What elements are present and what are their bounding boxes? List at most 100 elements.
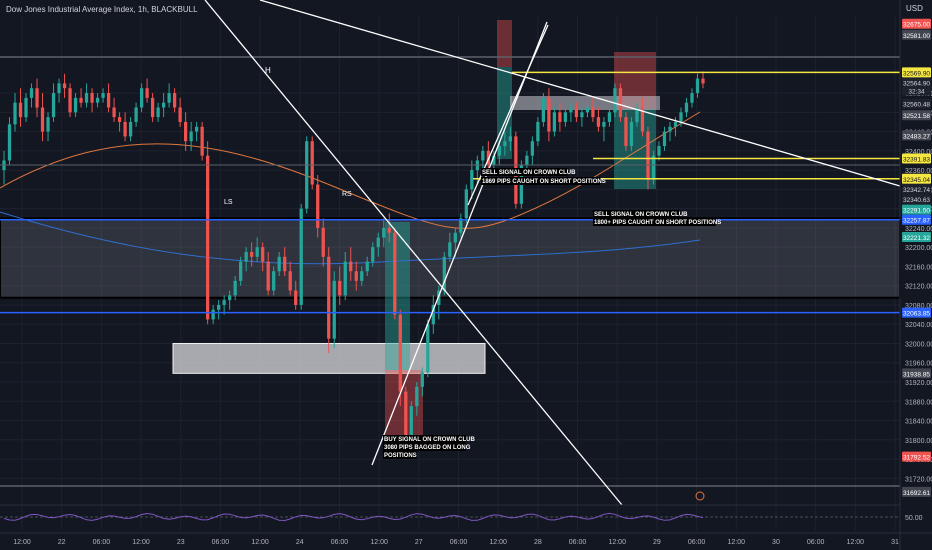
price-label-box [902,98,931,109]
y-tick-label: 32160.00 [905,264,932,271]
time-axis[interactable]: 12:00 22 06:00 12:00 23 06:00 12:00 24 06:00 12:0… [0,532,932,546]
candle-body [393,232,397,315]
x-tick-label: 06:00 [688,539,706,546]
candle-body [316,184,320,228]
candle-body [360,271,364,281]
annotation-label: LS [224,199,233,206]
candle-body [684,102,689,113]
candle-body [662,131,667,147]
indicator-level-label: 50.00 [905,515,923,522]
candle-body [387,227,391,233]
candle-body [150,97,155,118]
price-label-box [902,85,931,96]
trendline [371,21,548,466]
price-label: 32063.85 [903,311,930,318]
price-label: 32221.32 [903,235,930,242]
price-label: 32291.50 [903,208,930,215]
candle-body [640,107,645,132]
candle-body [382,227,386,238]
x-tick-label: 12:00 [13,539,31,546]
candle-body [84,93,89,103]
price-label: 31692.61 [903,490,930,497]
candle-body [255,247,259,257]
price-label-box [902,173,931,184]
trendline [259,0,901,187]
candle-body [503,141,507,147]
event-marker-icon[interactable] [695,491,705,501]
x-tick-label: 30 [772,539,780,546]
candle-body [18,102,23,118]
candle-body [673,121,678,127]
horizontal-levels [0,56,900,487]
candle-body [508,136,513,142]
y-tick-label: 32200.00 [905,245,932,252]
candle-body [629,121,634,147]
candle-body [679,112,683,122]
candle-body [327,256,331,339]
candle-body [145,88,149,98]
candle-body [250,251,254,257]
candle-body [580,112,584,118]
candle-body [228,295,232,301]
x-tick-label: 06:00 [569,539,587,546]
candle-body [167,93,171,103]
candle-body [272,271,276,291]
candle-body [29,88,34,98]
ma-blue-line [0,211,701,265]
candle-body [558,112,562,122]
sell-signal-stop-box [497,20,512,67]
price-label: 32483.27 [903,133,930,140]
candle-body [24,97,28,118]
candle-body [79,97,83,103]
price-label: 32340.63 [903,197,930,204]
candle-body [552,112,557,132]
candle-body [222,300,226,305]
price-label: 31938.85 [903,371,930,378]
buy-signal-entry-box [385,222,410,370]
candle-body [261,247,265,262]
candle-body [371,247,375,262]
annotation-label: BUY SIGNAL ON CROWN CLUB [384,437,475,443]
x-tick-label: 06:00 [212,539,230,546]
price-label: 32560.48 [903,102,930,109]
candle-body [13,102,17,125]
candle-body [283,256,287,272]
candle-body [134,107,138,122]
candle-body [106,93,111,108]
candle-body [624,117,628,147]
candle-body [189,131,193,142]
candle-body [470,170,474,190]
candle-body [569,107,573,113]
candle-body [525,155,529,166]
candle-body [117,117,122,122]
annotation-bg [383,435,467,443]
candle-body [244,251,248,262]
candle-body [459,218,463,233]
candle-body [90,93,94,103]
candle-body [266,261,270,291]
candle-body [613,88,617,113]
price-label: 32675.00 [903,22,930,29]
candle-body [404,391,408,440]
x-tick-label: 23 [177,539,185,546]
x-tick-label: 12:00 [608,539,626,546]
candle-body [343,261,347,296]
annotation-bg [481,168,568,176]
candle-body [492,155,496,166]
candle-body [310,141,314,185]
candles [2,71,705,450]
price-axis[interactable]: 32520.0032480.0032440.0032400.0032360.00… [899,0,932,550]
candle-body [420,372,424,387]
y-tick-label: 32000.00 [905,341,932,348]
candle-body [57,83,61,94]
y-tick-label: 32120.00 [905,284,932,291]
candle-body [585,107,590,113]
candle-body [95,97,100,103]
y-tick-label: 32360.00 [905,168,932,175]
annotation-label: H [265,66,271,75]
annotation-label: SELL SIGNAL ON CROWN CLUB [594,212,688,218]
price-label: 32257.87 [903,218,930,225]
candle-body [112,107,116,118]
price-label-box [902,183,931,194]
